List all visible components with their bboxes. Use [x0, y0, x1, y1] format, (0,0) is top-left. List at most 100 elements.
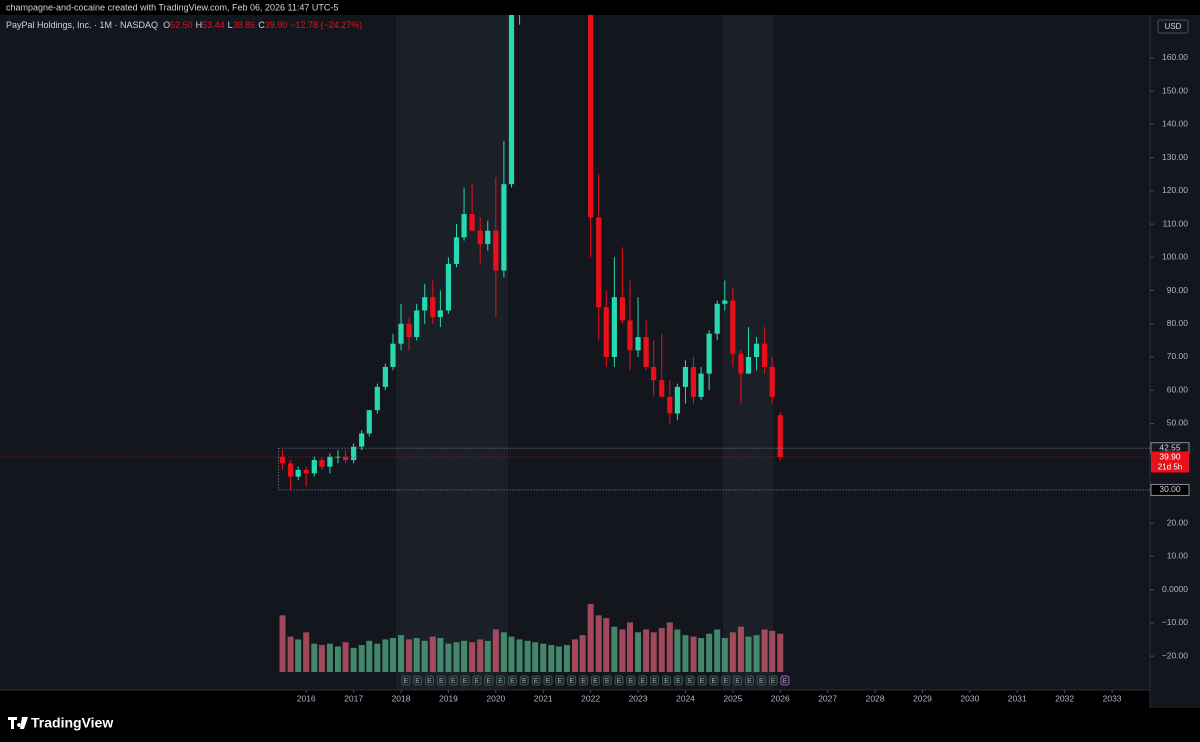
earnings-label: E [723, 678, 728, 685]
earnings-label: E [700, 678, 705, 685]
volume-bar [469, 642, 476, 672]
plot-area [0, 15, 1150, 690]
candle-body [390, 343, 396, 367]
session-band [396, 15, 508, 690]
volume-bar [342, 642, 349, 672]
y-tick-label: 100.00 [1162, 252, 1188, 262]
volume-bar [626, 622, 633, 672]
candle-body [690, 366, 697, 397]
candle-body [287, 463, 294, 477]
earnings-label: E [712, 678, 717, 685]
currency: USD [1165, 22, 1182, 31]
volume-bar [698, 638, 705, 672]
earnings-marker [448, 675, 458, 686]
candle-body [730, 300, 736, 354]
candle-body [698, 373, 704, 397]
y-tick-label: 90.00 [1167, 285, 1189, 295]
earnings-label: E [664, 678, 669, 685]
last-price-tag-box [1151, 451, 1189, 463]
volume-bar [674, 629, 681, 672]
candle-body [342, 456, 349, 461]
volume-bar [437, 638, 444, 672]
volume-bar [682, 635, 689, 672]
earnings-marker [531, 675, 541, 686]
candle-body [477, 230, 483, 244]
earnings-marker [661, 675, 671, 686]
countdown: 21d 5h [1158, 463, 1182, 472]
volume-bar [729, 632, 736, 672]
earnings-marker [496, 675, 506, 686]
candle-body [762, 343, 768, 367]
candle-body [374, 386, 380, 411]
earnings-marker [614, 675, 624, 686]
volume-bar [382, 639, 389, 672]
earnings-marker [460, 675, 470, 686]
volume-bar [398, 635, 405, 672]
earnings-marker [756, 675, 766, 686]
volume-bar [492, 629, 499, 672]
volume-bar [714, 629, 721, 672]
volume-bar [532, 642, 539, 672]
legend-value: 39.90 [265, 20, 288, 30]
legend: PayPal Holdings, Inc. · 1M · NASDAQ O52.5… [6, 20, 362, 30]
volume-bar [303, 632, 310, 672]
volume-bar [516, 639, 523, 672]
candle-body [659, 380, 665, 397]
volume-bar [421, 640, 428, 672]
x-tick-label: 2026 [771, 693, 790, 703]
x-tick-label: 2023 [629, 693, 648, 703]
x-tick-label: 2024 [676, 693, 695, 703]
candle-body [603, 307, 609, 357]
earnings-marker [721, 675, 731, 686]
volume-bar [508, 636, 515, 672]
legend-key: L [228, 20, 233, 30]
volume-bar [572, 639, 578, 672]
legend-key: H [196, 20, 203, 30]
earnings-label: E [688, 678, 693, 685]
earnings-marker [709, 675, 719, 686]
earnings-marker [673, 675, 683, 686]
earnings-marker [567, 675, 577, 686]
legend-value: 52.50 [170, 20, 193, 30]
last-price-tag: 39.90 [1159, 451, 1181, 461]
volume-bar [374, 643, 381, 672]
range-low-tag: 30.00 [1159, 484, 1181, 494]
candle-body [382, 366, 388, 387]
volume-bar [753, 635, 760, 672]
candle-body [430, 297, 436, 318]
volume-bar [540, 643, 547, 672]
candle-body [643, 337, 649, 367]
earnings-marker [590, 675, 600, 686]
volume-bar [587, 604, 594, 672]
earnings-label: E [652, 678, 657, 685]
volume-bar [461, 640, 468, 672]
candle-body [303, 469, 309, 474]
x-tick-label: 2017 [344, 693, 363, 703]
earnings-label: E [593, 678, 598, 685]
currency-box [1157, 19, 1189, 34]
earnings-marker [638, 675, 648, 686]
candle-body [445, 263, 452, 311]
candle-body [366, 410, 372, 434]
volume-bar [548, 645, 555, 672]
legend-value: 38.86 [233, 20, 256, 30]
volume-bar [287, 636, 294, 672]
symbol: PayPal Holdings, Inc. · 1M · NASDAQ [6, 20, 158, 30]
volume-bar [658, 628, 665, 672]
volume-bar [389, 638, 396, 672]
x-tick-label: 2025 [723, 693, 742, 703]
volume-bar [406, 639, 413, 672]
volume-bar [358, 645, 365, 672]
candle-body [745, 356, 752, 374]
legend-value: 53.44 [202, 20, 225, 30]
earnings-marker [626, 675, 636, 686]
legend-change: −12.78 (−24.27%) [290, 20, 362, 30]
earnings-label: E [534, 678, 539, 685]
volume-bar [643, 629, 650, 672]
earnings-label: E [510, 678, 515, 685]
candle-body [682, 366, 689, 387]
volume-bar [761, 629, 768, 672]
volume-bar [690, 636, 697, 672]
candle-body [588, 15, 594, 218]
earnings-label: E [463, 678, 468, 685]
